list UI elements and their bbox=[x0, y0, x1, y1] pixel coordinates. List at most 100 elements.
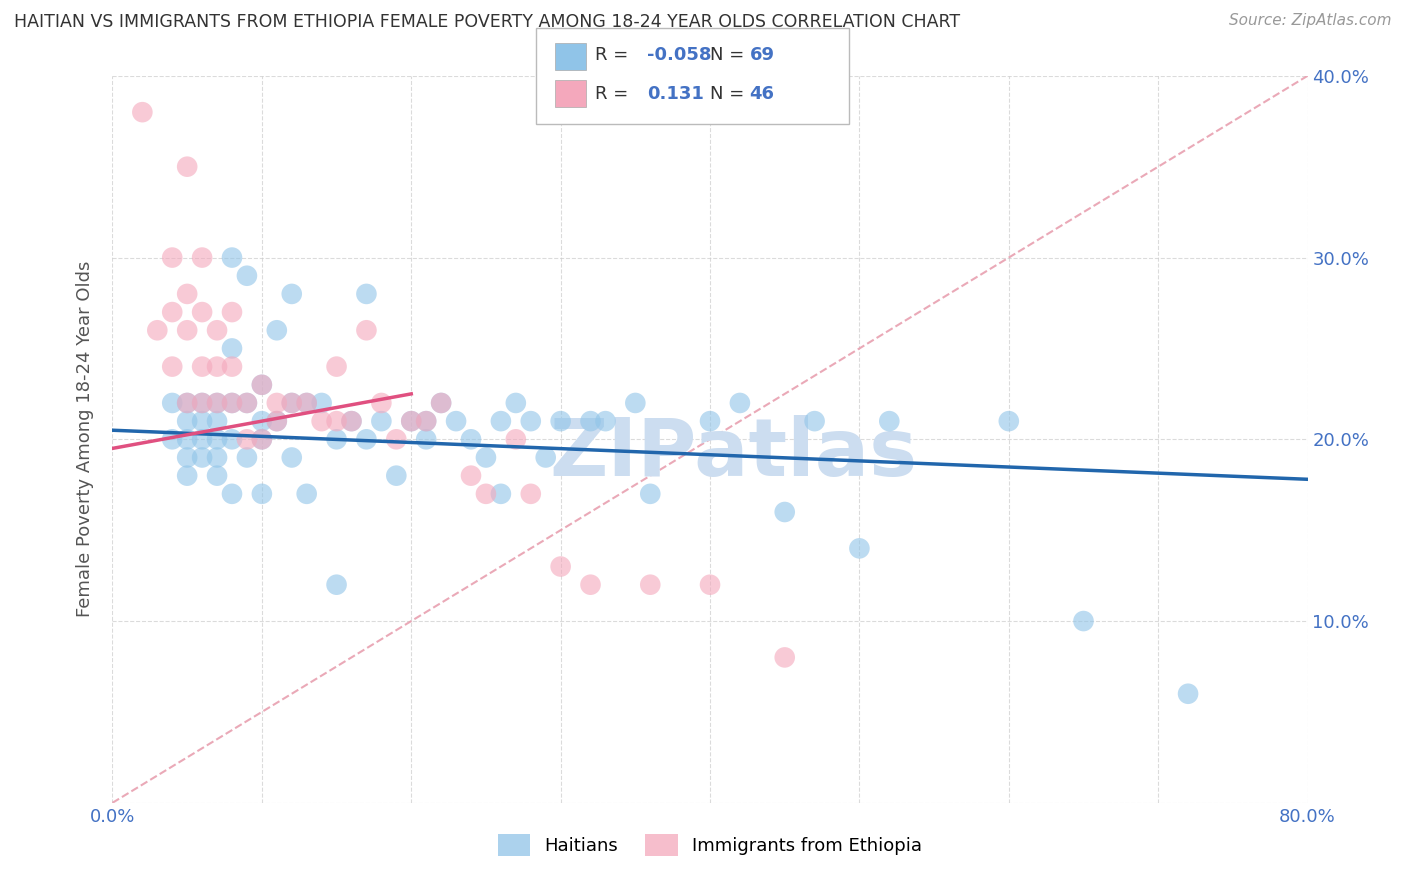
Point bbox=[221, 396, 243, 410]
Point bbox=[250, 432, 273, 446]
Point bbox=[520, 414, 543, 428]
Point bbox=[281, 396, 304, 410]
Point bbox=[430, 396, 453, 410]
Point bbox=[444, 414, 467, 428]
Point bbox=[325, 414, 347, 428]
Point bbox=[385, 468, 408, 483]
Text: 69: 69 bbox=[749, 46, 775, 64]
Point bbox=[699, 578, 721, 592]
Point bbox=[236, 268, 259, 283]
Point bbox=[879, 414, 901, 428]
Text: Source: ZipAtlas.com: Source: ZipAtlas.com bbox=[1229, 13, 1392, 29]
Point bbox=[250, 377, 273, 392]
Point bbox=[640, 578, 662, 592]
Point bbox=[266, 323, 288, 337]
Point bbox=[176, 468, 198, 483]
Point bbox=[1177, 687, 1199, 701]
Point bbox=[191, 414, 214, 428]
Point bbox=[356, 432, 378, 446]
Point bbox=[534, 450, 557, 465]
Point bbox=[250, 487, 273, 501]
Point bbox=[415, 414, 437, 428]
Point bbox=[250, 377, 273, 392]
Point bbox=[146, 323, 169, 337]
Point bbox=[385, 432, 408, 446]
Text: HAITIAN VS IMMIGRANTS FROM ETHIOPIA FEMALE POVERTY AMONG 18-24 YEAR OLDS CORRELA: HAITIAN VS IMMIGRANTS FROM ETHIOPIA FEMA… bbox=[14, 13, 960, 31]
Point bbox=[295, 396, 318, 410]
Point bbox=[460, 432, 482, 446]
Point bbox=[162, 432, 183, 446]
Point bbox=[773, 650, 796, 665]
Point bbox=[340, 414, 363, 428]
Point bbox=[340, 414, 363, 428]
Point bbox=[415, 414, 437, 428]
Point bbox=[520, 487, 543, 501]
Text: 46: 46 bbox=[749, 85, 775, 103]
Point bbox=[505, 432, 527, 446]
Point bbox=[176, 160, 198, 174]
Point bbox=[998, 414, 1021, 428]
Point bbox=[250, 432, 273, 446]
Text: N =: N = bbox=[710, 85, 744, 103]
Point bbox=[221, 305, 243, 319]
Text: -0.058: -0.058 bbox=[647, 46, 711, 64]
Point bbox=[191, 305, 214, 319]
Point bbox=[205, 414, 228, 428]
Point bbox=[325, 578, 347, 592]
Point bbox=[624, 396, 647, 410]
Point bbox=[236, 432, 259, 446]
Text: R =: R = bbox=[595, 85, 628, 103]
Text: N =: N = bbox=[710, 46, 744, 64]
Point bbox=[176, 396, 198, 410]
Point bbox=[640, 487, 662, 501]
Point bbox=[370, 414, 392, 428]
Text: 0.131: 0.131 bbox=[647, 85, 703, 103]
Point bbox=[221, 432, 243, 446]
Point bbox=[131, 105, 153, 120]
Text: R =: R = bbox=[595, 46, 628, 64]
Point bbox=[415, 432, 437, 446]
Point bbox=[221, 487, 243, 501]
Point bbox=[236, 396, 259, 410]
Point bbox=[773, 505, 796, 519]
Point bbox=[295, 487, 318, 501]
Point bbox=[176, 432, 198, 446]
Point bbox=[205, 450, 228, 465]
Point bbox=[205, 359, 228, 374]
Point bbox=[370, 396, 392, 410]
Point bbox=[162, 305, 183, 319]
Point bbox=[505, 396, 527, 410]
Point bbox=[162, 251, 183, 265]
Point bbox=[236, 396, 259, 410]
Point bbox=[579, 414, 602, 428]
Point bbox=[191, 396, 214, 410]
Point bbox=[176, 323, 198, 337]
Point bbox=[325, 359, 347, 374]
Y-axis label: Female Poverty Among 18-24 Year Olds: Female Poverty Among 18-24 Year Olds bbox=[76, 261, 94, 617]
Point bbox=[595, 414, 617, 428]
Text: ZIPatlas: ZIPatlas bbox=[550, 415, 918, 493]
Point bbox=[191, 450, 214, 465]
Point bbox=[550, 414, 572, 428]
Point bbox=[205, 396, 228, 410]
Point bbox=[176, 286, 198, 301]
Point bbox=[281, 450, 304, 465]
Point bbox=[221, 342, 243, 356]
Point bbox=[430, 396, 453, 410]
Point bbox=[221, 359, 243, 374]
Point bbox=[356, 323, 378, 337]
Point bbox=[191, 359, 214, 374]
Point bbox=[1073, 614, 1095, 628]
Point bbox=[728, 396, 751, 410]
Point bbox=[475, 450, 498, 465]
Point bbox=[489, 414, 512, 428]
Point bbox=[176, 396, 198, 410]
Point bbox=[311, 396, 333, 410]
Point bbox=[281, 396, 304, 410]
Point bbox=[311, 414, 333, 428]
Point bbox=[401, 414, 423, 428]
Point bbox=[295, 396, 318, 410]
Point bbox=[221, 396, 243, 410]
Point bbox=[162, 359, 183, 374]
Point bbox=[221, 251, 243, 265]
